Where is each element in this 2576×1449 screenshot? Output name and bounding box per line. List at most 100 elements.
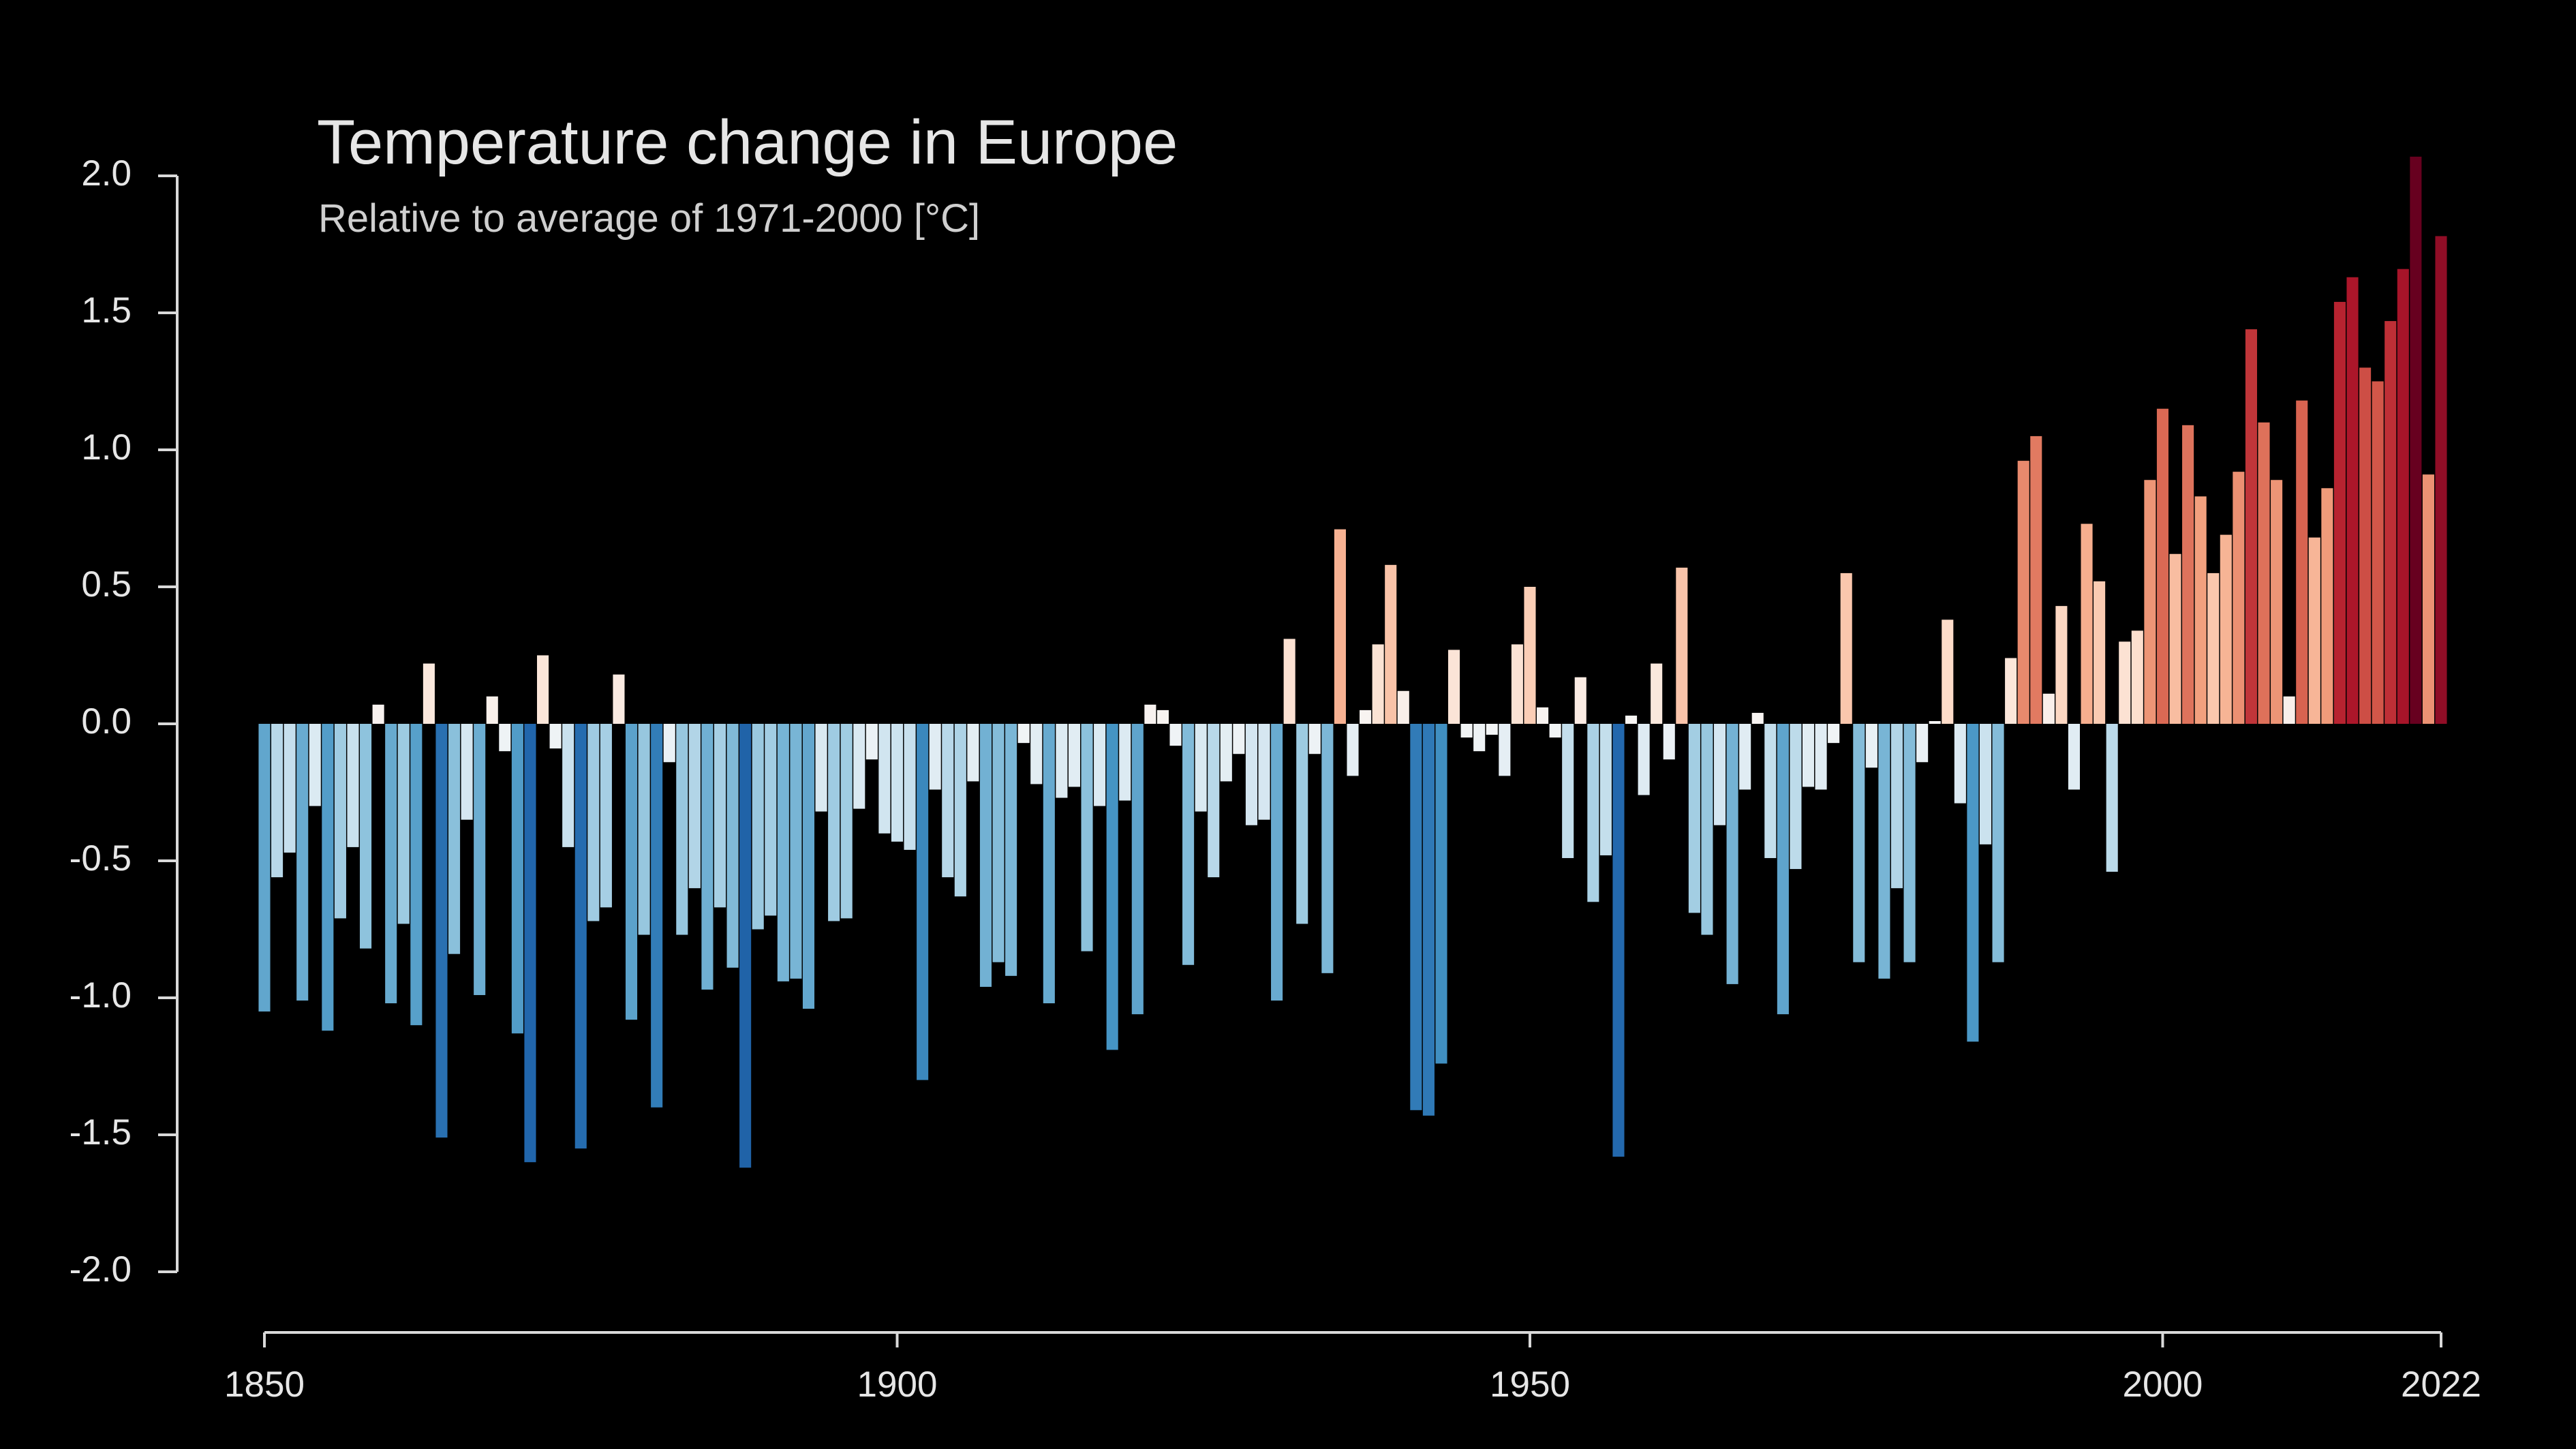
bar [322,724,334,1031]
bar [1562,724,1574,858]
bar [1321,724,1334,973]
bar [828,724,840,921]
y-tick-label: 1.0 [81,427,132,468]
bar [587,724,600,921]
bar [1195,724,1207,812]
bar [840,724,853,919]
bar [2144,480,2156,724]
bar [1385,564,1397,724]
bar [2422,474,2434,724]
bar [701,724,714,990]
bar [410,724,423,1026]
bar [676,724,688,935]
bar [1005,724,1017,976]
bar [726,724,739,968]
bar [2385,321,2397,724]
bar [1890,724,1903,889]
bar [1334,529,1346,724]
bar [979,724,992,987]
bar [2207,573,2220,724]
bar [1802,724,1815,787]
bar [600,724,612,908]
bar [2081,523,2093,724]
bar [1967,724,1979,1042]
bar [2220,534,2232,724]
bar [1081,724,1093,951]
bar [2397,269,2409,724]
bar [1220,724,1232,782]
x-tick-label: 1850 [224,1364,305,1405]
bar [1524,587,1536,724]
bar [499,724,511,752]
bar [765,724,777,916]
bar [1865,724,1877,768]
bar [1790,724,1802,870]
bar [1233,724,1245,754]
bar [549,724,562,749]
bar [2131,630,2143,724]
y-tick-label: 0.5 [81,564,132,605]
bar [360,724,372,949]
x-tick-label: 2022 [2401,1364,2481,1405]
bar [2106,724,2118,872]
y-tick-label: -1.5 [70,1112,132,1153]
bar [1360,710,1372,724]
bar [815,724,827,812]
bar [2271,480,2283,724]
bar [954,724,966,897]
bar [1739,724,1751,790]
bar [1283,639,1295,724]
bar [2233,472,2245,724]
bar [1258,724,1270,820]
bar [271,724,283,878]
bar [372,704,384,724]
bar [1764,724,1777,858]
bar [1511,644,1523,724]
bar [1840,573,1852,724]
bar [714,724,726,908]
bar [1106,724,1118,1050]
bar [1979,724,1992,844]
bar [2030,436,2042,724]
bar [1397,690,1409,724]
bar [651,724,663,1108]
y-tick-label: 2.0 [81,153,132,194]
y-tick-label: 0.0 [81,701,132,742]
bar [790,724,802,979]
bar [334,724,346,919]
bar [1271,724,1283,1001]
bar [2359,367,2372,724]
bar [904,724,916,850]
bar [1245,724,1257,825]
bar [1296,724,1308,924]
bar [2258,422,2270,724]
bar [474,724,486,995]
bar [2435,236,2447,724]
bar [1448,650,1460,724]
bar [1726,724,1738,984]
bar [2017,461,2029,724]
bar [1599,724,1612,855]
bar [2321,488,2333,724]
bar [461,724,473,820]
bar [283,724,296,853]
bar [397,724,410,924]
bar [1030,724,1043,784]
bar [1435,724,1447,1064]
bar [992,724,1005,962]
bar [1701,724,1713,935]
bar [663,724,675,763]
bar [2296,400,2308,724]
bar [448,724,461,954]
bar [1372,644,1384,724]
bar [1587,724,1599,902]
bar [1954,724,1966,804]
bar [435,724,448,1138]
bar [2410,156,2422,724]
bar [2372,381,2384,724]
bar [613,674,625,724]
bar [2042,693,2055,724]
bar [865,724,878,760]
